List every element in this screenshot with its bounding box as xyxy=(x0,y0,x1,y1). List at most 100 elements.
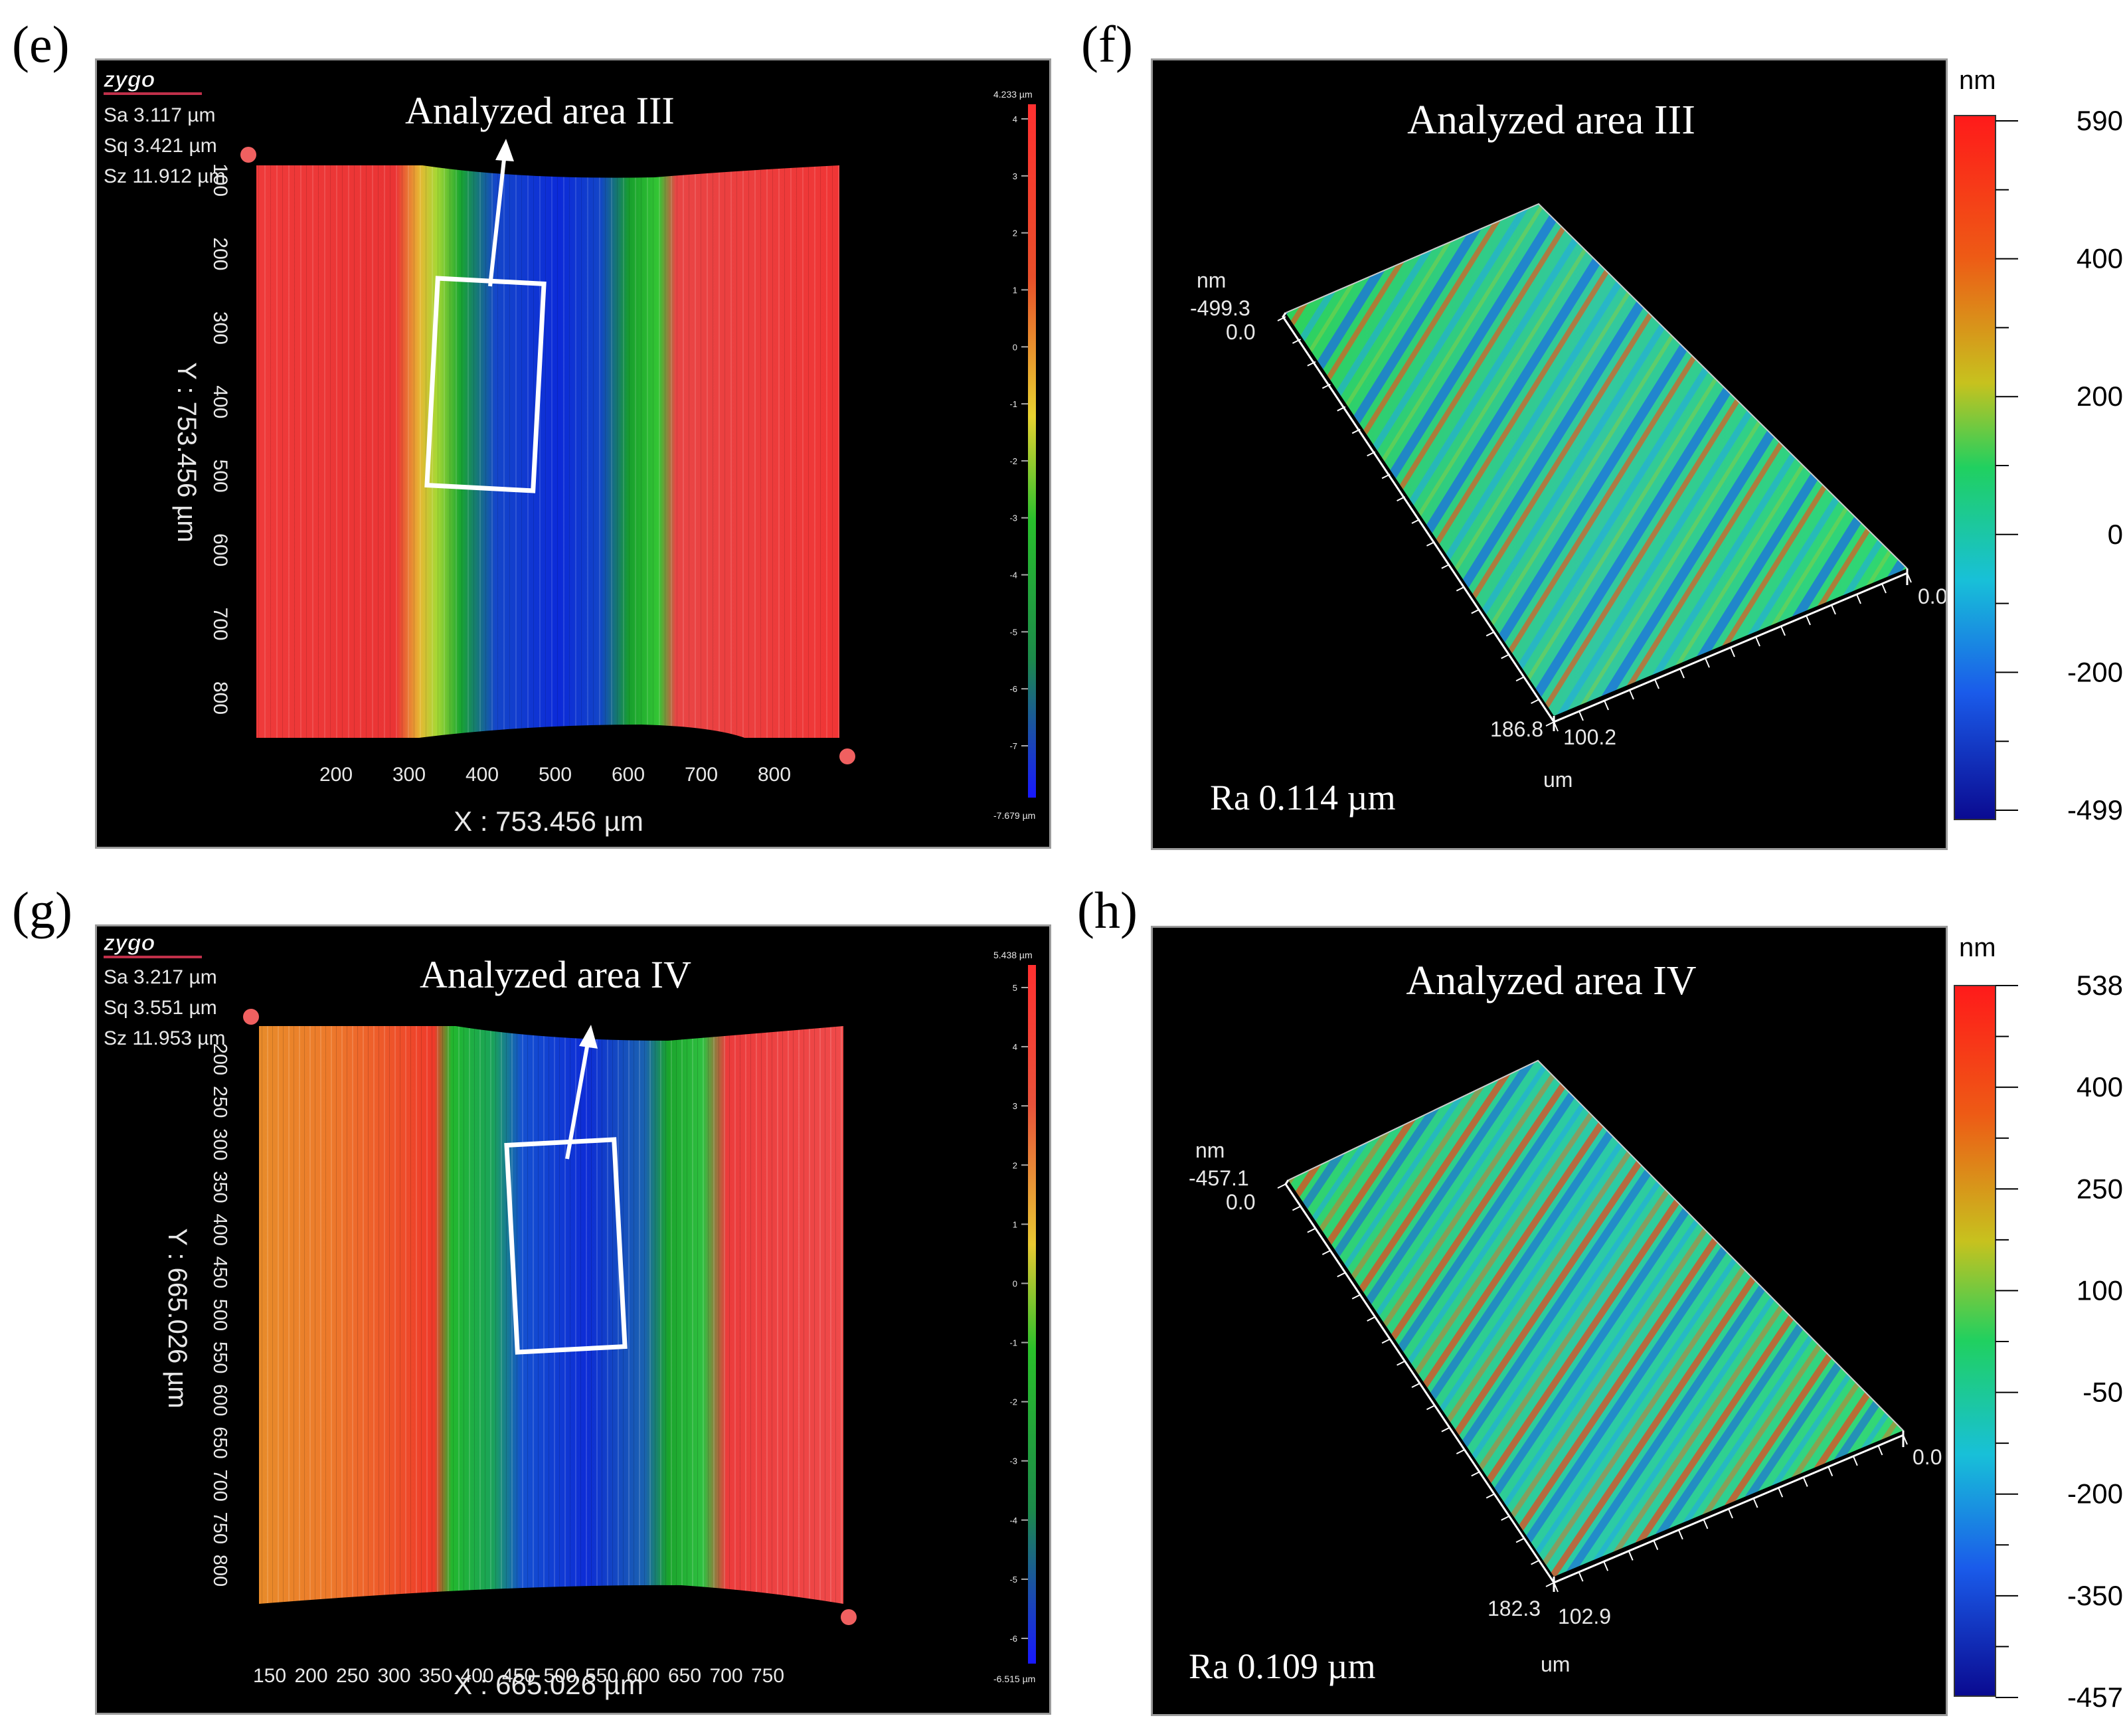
g-y-tick-600: 600 xyxy=(209,1384,230,1416)
surface-plot-f-canvas: Analyzed area III nm -499.3 0.0 0.0 186.… xyxy=(1190,98,1946,818)
e-scale-tick-0: 0 xyxy=(1013,342,1017,352)
e-scale-tick--7: -7 xyxy=(1009,741,1017,751)
g-x-tick-700: 700 xyxy=(709,1665,742,1687)
g-scale-tick--5: -5 xyxy=(1009,1575,1017,1585)
surface-plot-h-canvas: Analyzed area IV nm -457.1 0.0 0.0 182.3… xyxy=(1189,958,1942,1686)
e-y-tick-400: 400 xyxy=(209,385,231,418)
g-x-tick-600: 600 xyxy=(626,1665,659,1687)
svg-text:zygo: zygo xyxy=(103,930,155,956)
g-x-tick-550: 550 xyxy=(585,1665,618,1687)
annotation-arrow-line xyxy=(565,1039,590,1160)
h-colorbar-tick--50: -50 xyxy=(2083,1377,2123,1408)
g-scale-tick-0: 0 xyxy=(1013,1278,1017,1288)
g-x-tick-150: 150 xyxy=(253,1665,286,1687)
colorbar-gradient xyxy=(1954,985,1996,1697)
scale-max-label: 4.233 µm xyxy=(993,89,1033,100)
h-colorbar-tick--457: -457 xyxy=(2067,1682,2123,1713)
topography-map-g-canvas: zygo Sa 3.217 µm Sq 3.551 µm Sz 11.953 µ… xyxy=(103,930,1036,1700)
g-y-tick-650: 650 xyxy=(209,1427,230,1458)
g-scale-tick-3: 3 xyxy=(1013,1101,1017,1111)
surface-stats: Sa 3.117 µm Sq 3.421 µm Sz 11.912 µm xyxy=(104,104,226,187)
color-scale: 4.233 µm 4 3 2 1 0 -1 -2 -3 -4 -5 -6 -7 -7.679 µm xyxy=(993,89,1036,821)
z-unit: nm xyxy=(1195,1138,1225,1162)
g-scale-tick-5: 5 xyxy=(1013,983,1017,993)
g-scale-tick--3: -3 xyxy=(1009,1456,1017,1466)
e-scale-tick--6: -6 xyxy=(1009,684,1017,694)
e-scale-tick--5: -5 xyxy=(1009,627,1017,637)
g-x-tick-200: 200 xyxy=(294,1665,327,1687)
colorbar-f: nm 590 400 200 0 -200 -499 xyxy=(1949,58,2127,850)
corner-handle-bottom[interactable] xyxy=(839,748,855,764)
roughness-ra: Ra 0.109 µm xyxy=(1189,1646,1376,1686)
panel-label-e: (e) xyxy=(12,15,70,73)
g-y-tick-400: 400 xyxy=(209,1213,230,1245)
scale-min-label: -6.515 µm xyxy=(993,1674,1035,1684)
surface-stats: Sa 3.217 µm Sq 3.551 µm Sz 11.953 µm xyxy=(104,966,226,1049)
stat-sa: Sa 3.117 µm xyxy=(104,104,216,126)
z-unit: nm xyxy=(1197,268,1226,292)
lateral-unit: um xyxy=(1541,1652,1570,1676)
g-y-tick-750: 750 xyxy=(209,1512,230,1544)
zygo-logo: zygo xyxy=(103,930,202,958)
colorbar-gradient xyxy=(1954,115,1996,820)
g-x-tick-750: 750 xyxy=(751,1665,784,1687)
x-axis-label: X : 753.456 µm xyxy=(454,806,643,837)
roughness-ra: Ra 0.114 µm xyxy=(1210,778,1396,818)
stat-sz: Sz 11.953 µm xyxy=(104,1027,226,1049)
e-x-tick-800: 800 xyxy=(758,764,791,786)
e-y-tick-700: 700 xyxy=(209,608,231,641)
panel-label-g: (g) xyxy=(12,881,72,939)
zygo-logo: zygo xyxy=(103,67,202,95)
g-y-tick-350: 350 xyxy=(209,1171,230,1203)
z-top-value: -499.3 xyxy=(1190,296,1250,320)
y-tick-labels: 100 200 300 400 500 600 700 800 xyxy=(209,163,231,715)
annotation-arrow-head xyxy=(579,1025,598,1049)
panel-label-h: (h) xyxy=(1077,881,1138,939)
g-y-tick-550: 550 xyxy=(209,1342,230,1373)
surface-striae-g xyxy=(259,1026,843,1604)
e-x-tick-700: 700 xyxy=(685,764,718,786)
corner-handle-bottom[interactable] xyxy=(841,1609,857,1625)
g-scale-tick--4: -4 xyxy=(1009,1516,1017,1525)
e-y-tick-500: 500 xyxy=(209,460,231,493)
y-value-a: 182.3 xyxy=(1488,1597,1541,1620)
f-colorbar-tick--200: -200 xyxy=(2067,656,2123,687)
z-top-value: -457.1 xyxy=(1189,1166,1249,1190)
annotation-arrow-head xyxy=(495,139,514,161)
plot-title: Analyzed area III xyxy=(1407,98,1695,143)
g-x-tick-350: 350 xyxy=(419,1665,452,1687)
g-scale-tick-2: 2 xyxy=(1013,1160,1017,1170)
g-scale-tick-4: 4 xyxy=(1013,1042,1017,1052)
f-colorbar-tick-590: 590 xyxy=(2077,105,2123,136)
g-y-tick-500: 500 xyxy=(209,1299,230,1331)
e-x-tick-500: 500 xyxy=(539,764,572,786)
g-x-tick-400: 400 xyxy=(460,1665,493,1687)
e-x-tick-200: 200 xyxy=(319,764,353,786)
g-scale-tick--2: -2 xyxy=(1009,1397,1017,1407)
surface-plot-h: Analyzed area IV nm -457.1 0.0 0.0 182.3… xyxy=(1151,926,1948,1716)
annotation-label: Analyzed area III xyxy=(405,89,675,132)
panel-label-f: (f) xyxy=(1081,15,1133,73)
y-axis-label: Y : 665.026 µm xyxy=(163,1228,192,1408)
e-x-tick-300: 300 xyxy=(392,764,426,786)
corner-handle-top[interactable] xyxy=(243,1009,259,1025)
x-tick-labels: 150 200 250 300 350 400 450 500 550 600 650 700 750 xyxy=(253,1665,784,1687)
color-scale: 5.438 µm 5 4 3 2 1 0 -1 -2 -3 -4 -5 -6 -6.515 µm xyxy=(993,950,1036,1684)
f-colorbar-tick-200: 200 xyxy=(2077,381,2123,412)
stat-sz: Sz 11.912 µm xyxy=(104,165,226,187)
colorbar-h: nm 538 400 250 100 -50 -200 -350 -457 xyxy=(1949,926,2127,1716)
x-end-value: 0.0 xyxy=(1913,1445,1942,1469)
annotation-label: Analyzed area IV xyxy=(420,953,691,996)
colorbar-unit: nm xyxy=(1959,933,1996,962)
corner-handle-top[interactable] xyxy=(240,147,256,163)
analyzed-area-box xyxy=(504,1137,628,1355)
e-y-tick-800: 800 xyxy=(209,681,231,715)
topography-map-e-canvas: zygo Sa 3.117 µm Sq 3.421 µm Sz 11.912 µ… xyxy=(103,67,1036,837)
topography-map-g: zygo Sa 3.217 µm Sq 3.551 µm Sz 11.953 µ… xyxy=(95,924,1051,1715)
scale-max-label: 5.438 µm xyxy=(993,950,1033,960)
surface-striae-e xyxy=(256,165,839,746)
e-y-tick-600: 600 xyxy=(209,533,231,566)
y-value-b: 102.9 xyxy=(1558,1605,1611,1628)
g-scale-tick-1: 1 xyxy=(1013,1219,1017,1229)
g-x-tick-500: 500 xyxy=(543,1665,576,1687)
